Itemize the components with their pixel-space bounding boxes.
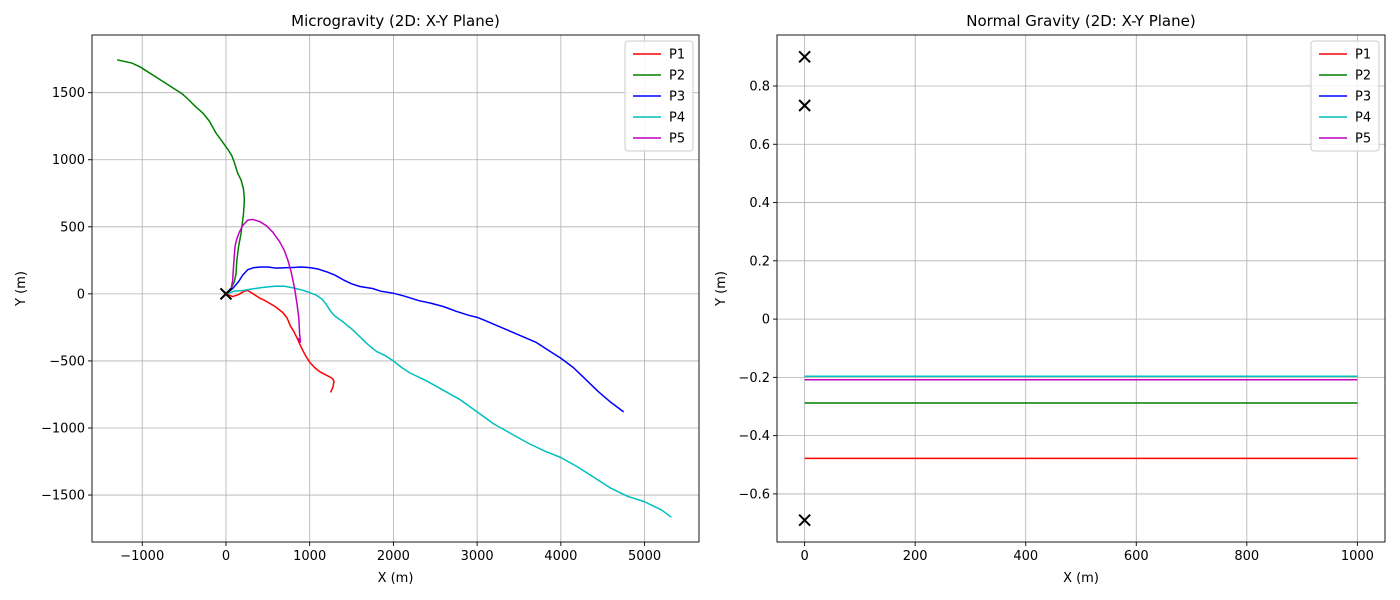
y-tick-label: −0.2 <box>738 371 770 386</box>
y-tick-label: −1000 <box>41 421 85 436</box>
y-tick-label: 0.2 <box>749 254 770 269</box>
chart-panel-2: 0 200 400 600 800 1000 −0.6 −0.4 −0.2 0 0.2 0.4 0.6 0… <box>714 12 1386 586</box>
y-tick-label: 1500 <box>52 86 85 101</box>
y-tick-label: −500 <box>49 354 85 369</box>
x-tick-label: 1000 <box>293 549 326 564</box>
chart-title: Microgravity (2D: X-Y Plane) <box>291 12 500 30</box>
x-tick-label: 600 <box>1124 549 1149 564</box>
y-tick-label: 0 <box>77 287 85 302</box>
x-marker <box>798 99 811 112</box>
y-tick-label: 0.4 <box>749 196 770 211</box>
y-tick-label: 1000 <box>52 153 85 168</box>
legend-label-p2: P2 <box>669 69 685 84</box>
y-tick-label: 0 <box>762 313 770 328</box>
axes-frame <box>776 34 1386 543</box>
axes-frame <box>91 34 700 543</box>
legend-label-p3: P3 <box>1355 90 1371 105</box>
legend: P1 P2 P3 P4 P5 <box>1310 40 1380 152</box>
y-tick-label: 0.6 <box>749 138 770 153</box>
legend-label-p4: P4 <box>669 111 685 126</box>
x-tick-label: 1000 <box>1341 549 1374 564</box>
y-tick-label: −0.4 <box>738 429 770 444</box>
legend-label-p3: P3 <box>669 90 685 105</box>
y-tick-label: −0.6 <box>738 487 770 502</box>
y-tick-label: 500 <box>60 220 85 235</box>
y-axis-label: Y (m) <box>714 271 729 307</box>
chart-panel-1: −1000 0 1000 2000 3000 4000 5000−1500−1000−500… <box>14 12 700 586</box>
series-group <box>804 375 1358 460</box>
series-line-p1 <box>225 289 335 393</box>
x-axis-label: X (m) <box>1063 571 1099 586</box>
x-marker <box>219 287 233 301</box>
y-tick-label: 0.8 <box>749 79 770 94</box>
series-line-p4 <box>225 285 672 518</box>
legend-label-p4: P4 <box>1355 111 1371 126</box>
x-tick-label: 2000 <box>377 549 410 564</box>
x-tick-label: 800 <box>1234 549 1259 564</box>
x-tick-label: 4000 <box>544 549 577 564</box>
series-line-p5 <box>225 218 302 343</box>
x-tick-label: 200 <box>903 549 928 564</box>
x-axis-label: X (m) <box>378 571 414 586</box>
series-group <box>116 59 672 518</box>
legend-label-p1: P1 <box>1355 48 1371 63</box>
x-tick-label: 0 <box>800 549 808 564</box>
legend-label-p1: P1 <box>669 48 685 63</box>
legend: P1 P2 P3 P4 P5 <box>624 40 694 152</box>
legend-label-p5: P5 <box>669 132 685 147</box>
x-marker <box>798 513 811 527</box>
x-tick-label: −1000 <box>120 549 164 564</box>
x-tick-label: 5000 <box>628 549 661 564</box>
x-tick-label: 3000 <box>461 549 494 564</box>
y-tick-label: −1500 <box>41 489 85 504</box>
chart-title: Normal Gravity (2D: X-Y Plane) <box>966 12 1195 30</box>
legend-label-p5: P5 <box>1355 132 1371 147</box>
x-marker <box>798 50 811 64</box>
series-line-p3 <box>225 266 625 413</box>
legend-label-p2: P2 <box>1355 69 1371 84</box>
series-line-p2 <box>116 59 246 295</box>
y-axis-label: Y (m) <box>14 271 29 307</box>
x-tick-label: 400 <box>1013 549 1038 564</box>
x-tick-label: 0 <box>222 549 230 564</box>
